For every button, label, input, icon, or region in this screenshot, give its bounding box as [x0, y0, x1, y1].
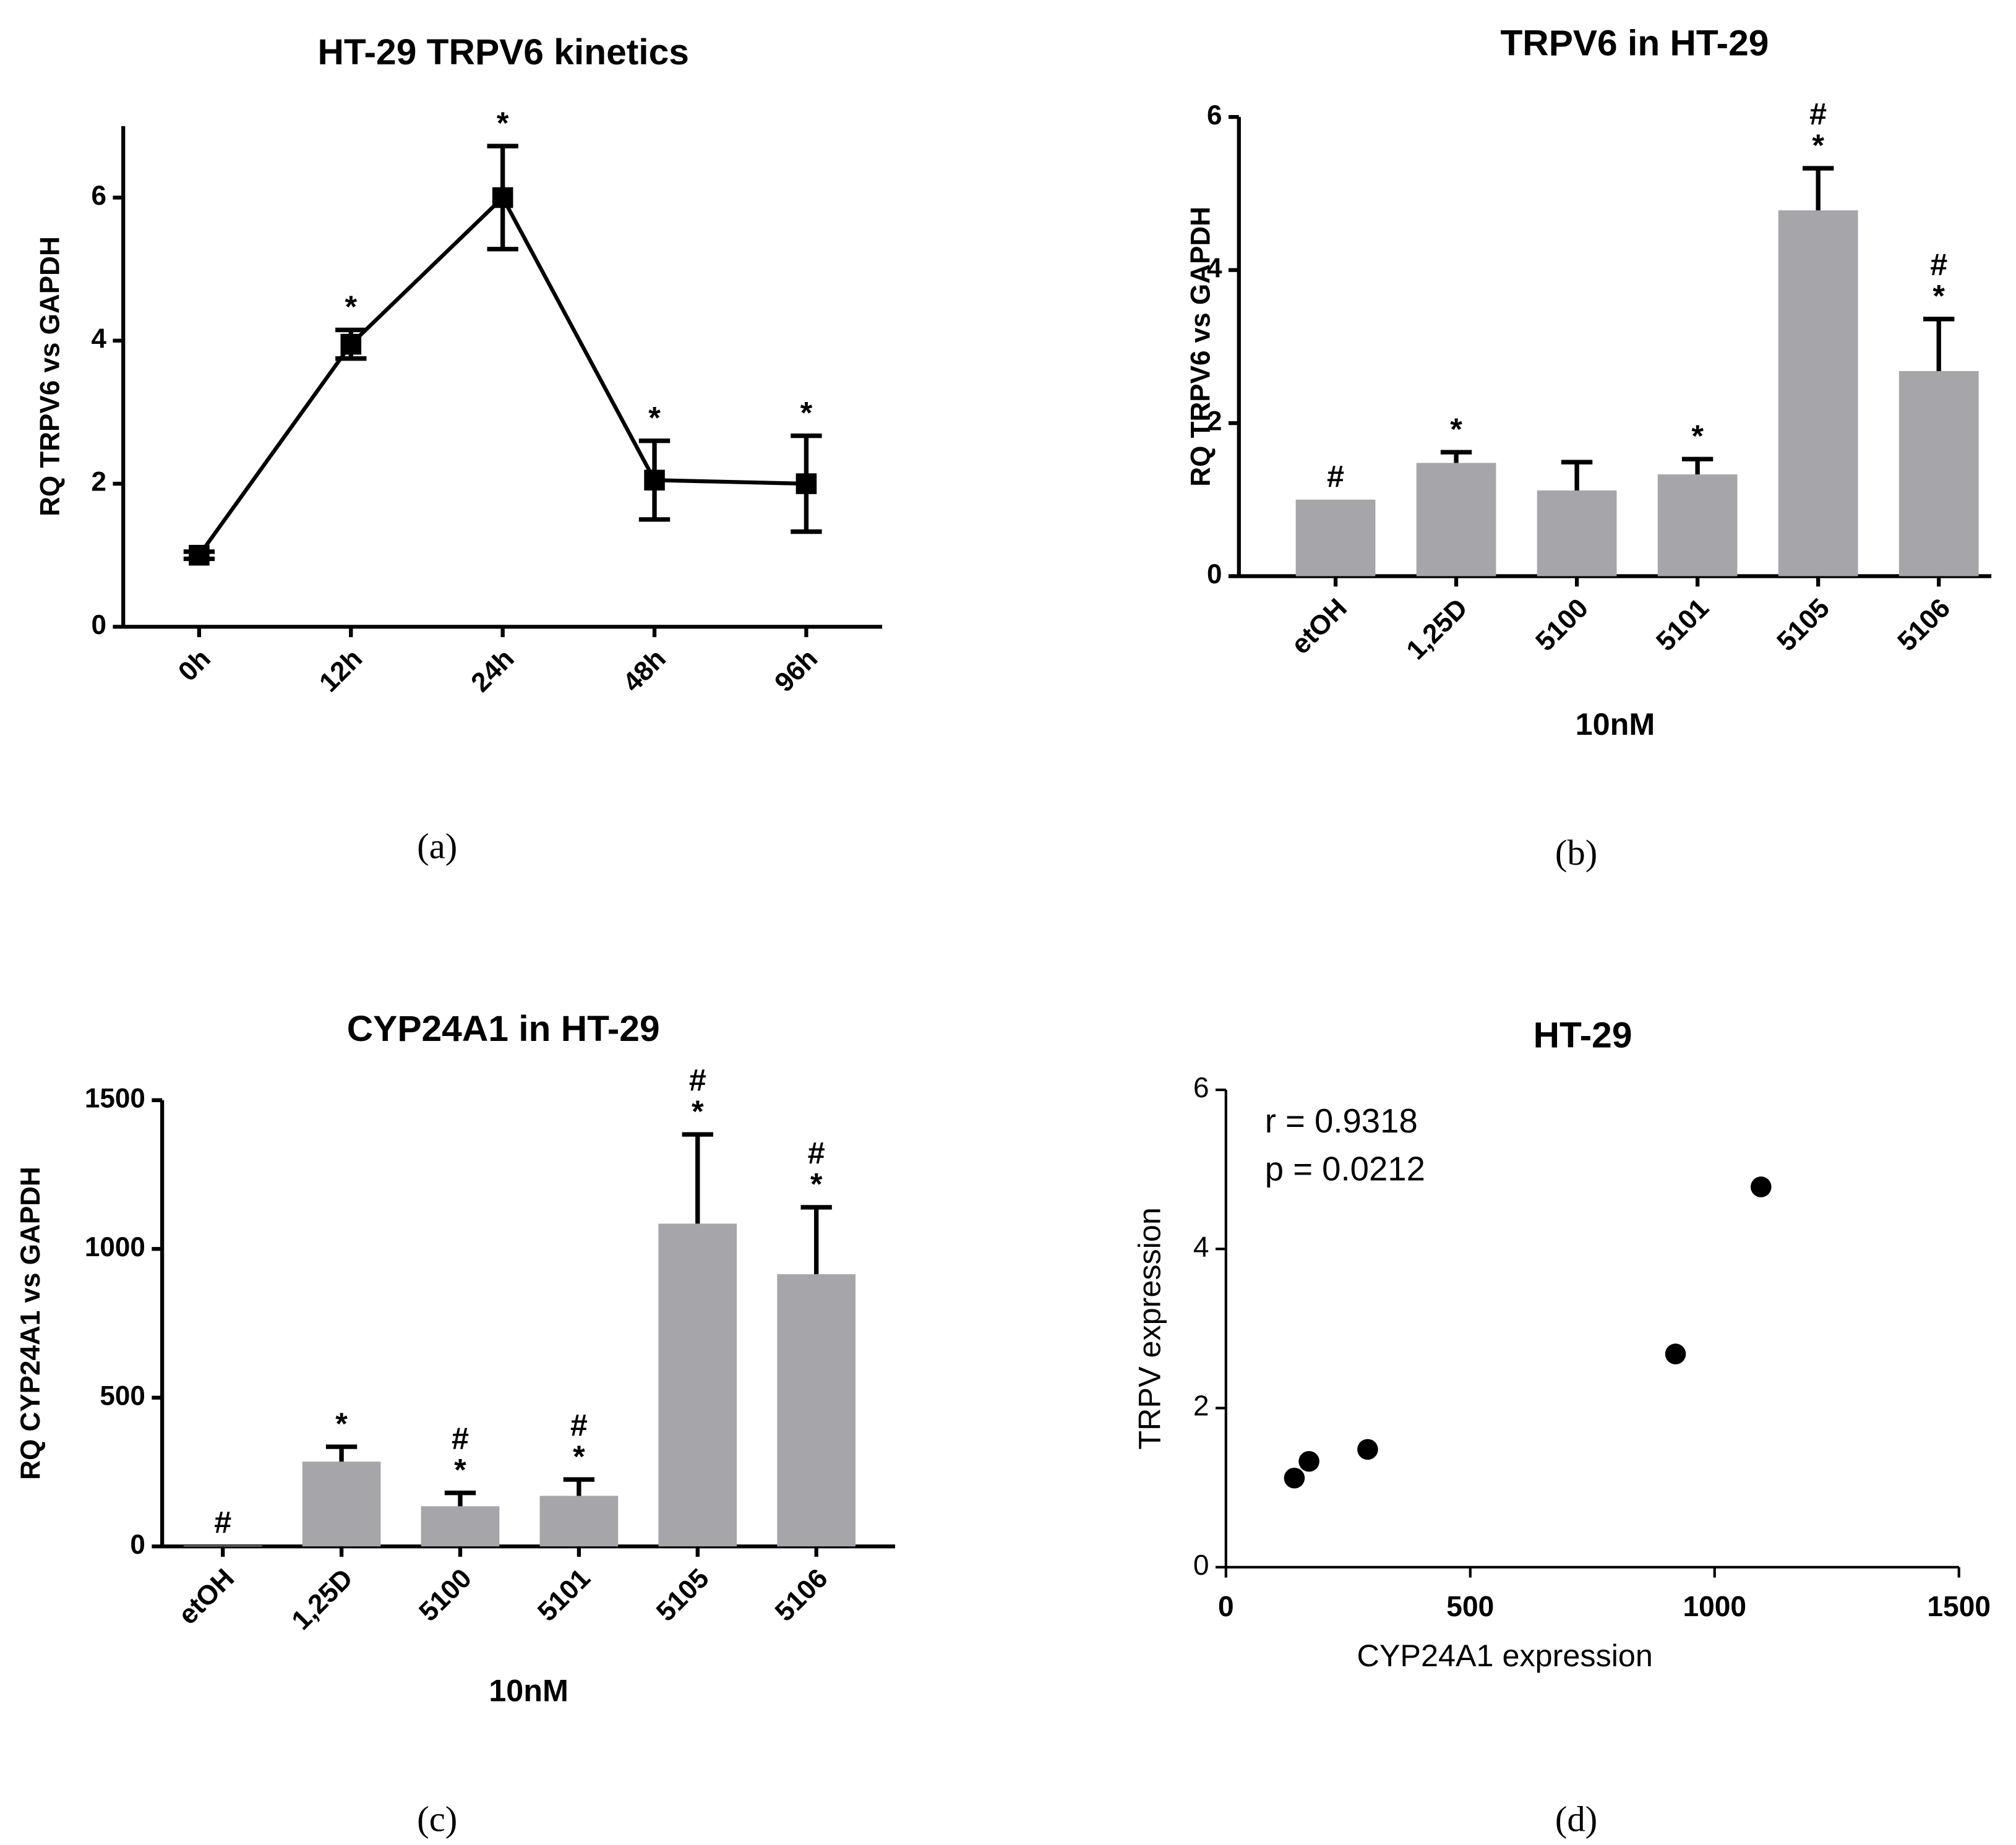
- annotation: #: [1809, 96, 1827, 131]
- marker: [340, 333, 362, 355]
- y-tick-label: 6: [1207, 100, 1222, 131]
- bar: [777, 1274, 856, 1547]
- bar: [421, 1506, 500, 1547]
- annotation: *: [810, 1167, 823, 1202]
- annotation: #: [570, 1407, 588, 1442]
- annotation: *: [1691, 418, 1704, 453]
- chart-title: HT-29 TRPV6 kinetics: [317, 32, 688, 72]
- panel-label: (b): [1555, 833, 1597, 873]
- y-tick-label: 6: [91, 181, 106, 211]
- x-tick-label: 0: [1218, 1590, 1234, 1622]
- marker: [492, 187, 513, 208]
- y-tick-label: 0: [130, 1530, 145, 1560]
- x-tick-label: 500: [1446, 1590, 1494, 1622]
- y-tick-label: 0: [91, 610, 106, 640]
- marker: [189, 544, 210, 566]
- scatter-point: [1298, 1450, 1319, 1472]
- y-tick-label: 1500: [85, 1083, 145, 1113]
- x-axis-label: 10nM: [489, 1673, 568, 1708]
- bar: [1778, 210, 1858, 576]
- y-tick-label: 2: [91, 467, 106, 497]
- y-tick-label: 4: [1193, 1230, 1209, 1262]
- annotation: *: [454, 1452, 466, 1487]
- y-tick-label: 0: [1207, 559, 1222, 589]
- annotation: #: [452, 1421, 469, 1456]
- annotation: r = 0.9318: [1265, 1102, 1418, 1140]
- annotation: *: [1932, 278, 1945, 314]
- bar: [1416, 463, 1496, 576]
- annotation: *: [692, 1094, 704, 1129]
- panel-label: (a): [417, 826, 457, 867]
- annotation: *: [648, 400, 661, 435]
- chart-title: TRPV6 in HT-29: [1500, 23, 1769, 63]
- x-axis-label: CYP24A1 expression: [1357, 1638, 1653, 1673]
- annotation: *: [1450, 411, 1462, 447]
- annotation: *: [573, 1439, 585, 1474]
- y-tick-label: 1000: [85, 1232, 145, 1262]
- annotation: #: [689, 1063, 706, 1098]
- marker: [644, 469, 665, 491]
- y-axis-label: RQ TRPV6 vs GAPDH: [1186, 207, 1216, 487]
- y-tick-label: 4: [1207, 253, 1222, 283]
- annotation: #: [1327, 459, 1344, 494]
- bar: [1537, 490, 1617, 576]
- y-tick-label: 0: [1193, 1549, 1209, 1581]
- annotation: #: [214, 1505, 231, 1540]
- x-tick-label: 1000: [1683, 1590, 1746, 1622]
- chart-title: HT-29: [1533, 1016, 1632, 1056]
- annotation: #: [808, 1135, 825, 1170]
- scatter-point: [1284, 1467, 1305, 1489]
- annotation: *: [335, 1406, 348, 1441]
- y-axis-label: RQ CYP24A1 vs GAPDH: [15, 1167, 46, 1480]
- y-axis-label: RQ TRPV6 vs GAPDH: [35, 236, 66, 516]
- marker: [796, 473, 817, 494]
- scatter-point: [1751, 1176, 1772, 1197]
- panel-label: (d): [1555, 1799, 1597, 1839]
- y-axis-label: TRPV expression: [1132, 1207, 1167, 1450]
- annotation: *: [497, 105, 509, 140]
- bar: [539, 1496, 619, 1547]
- annotation: *: [1812, 127, 1824, 163]
- x-tick-label: 1500: [1927, 1590, 1991, 1622]
- annotation: #: [1930, 247, 1947, 282]
- y-tick-label: 2: [1207, 406, 1222, 437]
- y-tick-label: 2: [1193, 1390, 1209, 1422]
- bar: [1295, 499, 1376, 576]
- annotation: p = 0.0212: [1265, 1150, 1425, 1188]
- x-axis-label: 10nM: [1576, 706, 1655, 742]
- panel-label: (c): [417, 1799, 457, 1839]
- chart-title: CYP24A1 in HT-29: [347, 1009, 660, 1049]
- bar: [1898, 370, 1979, 576]
- y-tick-label: 500: [100, 1381, 145, 1411]
- annotation: *: [345, 289, 357, 324]
- annotation: *: [800, 395, 813, 430]
- scatter-point: [1665, 1343, 1686, 1364]
- bar: [658, 1223, 737, 1547]
- y-tick-label: 6: [1193, 1071, 1209, 1103]
- bar: [302, 1462, 381, 1547]
- y-tick-label: 4: [91, 323, 106, 354]
- bar: [1657, 474, 1738, 576]
- scatter-point: [1357, 1439, 1378, 1460]
